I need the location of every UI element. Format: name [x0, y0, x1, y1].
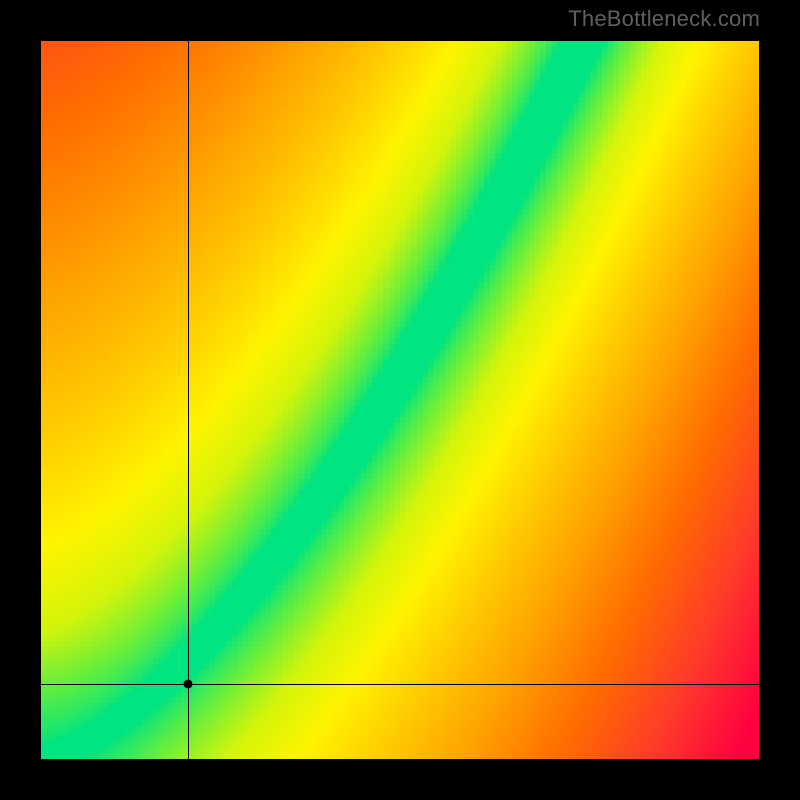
watermark-text: TheBottleneck.com: [568, 6, 760, 32]
heatmap-canvas: [41, 41, 759, 759]
chart-container: TheBottleneck.com: [0, 0, 800, 800]
plot-area: [41, 41, 759, 759]
